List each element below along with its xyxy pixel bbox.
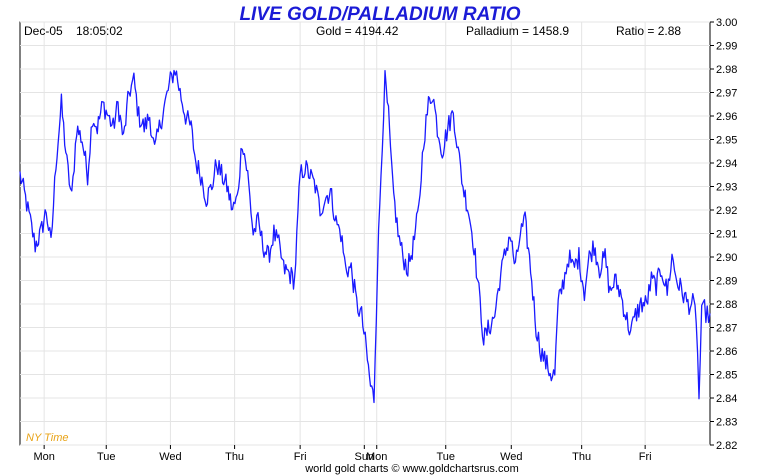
y-tick-label: 2.99	[716, 41, 737, 53]
x-tick-label: Tue	[436, 451, 455, 463]
x-tick-label: Tue	[97, 451, 116, 463]
y-tick-label: 2.90	[716, 252, 737, 264]
y-tick-label: 2.97	[716, 88, 737, 100]
y-tick-label: 2.92	[716, 205, 737, 217]
grid-lines	[20, 21, 710, 446]
header-date: Dec-05	[24, 24, 63, 38]
chart-title: LIVE GOLD/PALLADIUM RATIO	[239, 4, 520, 25]
x-tick-label: Fri	[294, 451, 307, 463]
ratio-series-line	[19, 69, 711, 404]
y-tick-label: 2.93	[716, 182, 737, 194]
y-tick-label: 2.87	[716, 323, 737, 335]
x-tick-label: Fri	[639, 451, 652, 463]
y-tick-label: 2.86	[716, 346, 737, 358]
y-tick-label: 2.95	[716, 135, 737, 147]
y-tick-label: 2.88	[716, 299, 737, 311]
y-tick-label: 2.96	[716, 111, 737, 123]
y-tick-label: 2.85	[716, 370, 737, 382]
y-tick-label: 2.82	[716, 440, 737, 452]
x-tick-label: Wed	[500, 451, 522, 463]
x-tick-label: Thu	[572, 451, 591, 463]
y-axis: 3.00 2.99 2.98 2.97 2.96 2.95 2.94 2.93 2.92 2.91…	[710, 17, 737, 452]
timezone-label: NY Time	[26, 432, 69, 444]
x-tick-label: Mon	[366, 451, 387, 463]
header-ratio: Ratio = 2.88	[616, 24, 681, 38]
y-tick-label: 2.83	[716, 417, 737, 429]
y-tick-label: 2.91	[716, 229, 737, 241]
x-tick-label: Wed	[159, 451, 181, 463]
x-tick-label: Thu	[225, 451, 244, 463]
y-tick-label: 2.84	[716, 393, 737, 405]
footer-credit: world gold charts © www.goldchartsrus.co…	[304, 463, 519, 475]
x-tick-label: Mon	[33, 451, 54, 463]
y-tick-label: 3.00	[716, 17, 737, 29]
y-tick-label: 2.89	[716, 276, 737, 288]
header-palladium: Palladium = 1458.9	[466, 24, 569, 38]
header-gold: Gold = 4194.42	[316, 24, 399, 38]
header-time: 18:05:02	[76, 24, 123, 38]
y-tick-label: 2.98	[716, 64, 737, 76]
y-tick-label: 2.94	[716, 158, 737, 170]
x-tick-label: Sun	[355, 451, 375, 463]
